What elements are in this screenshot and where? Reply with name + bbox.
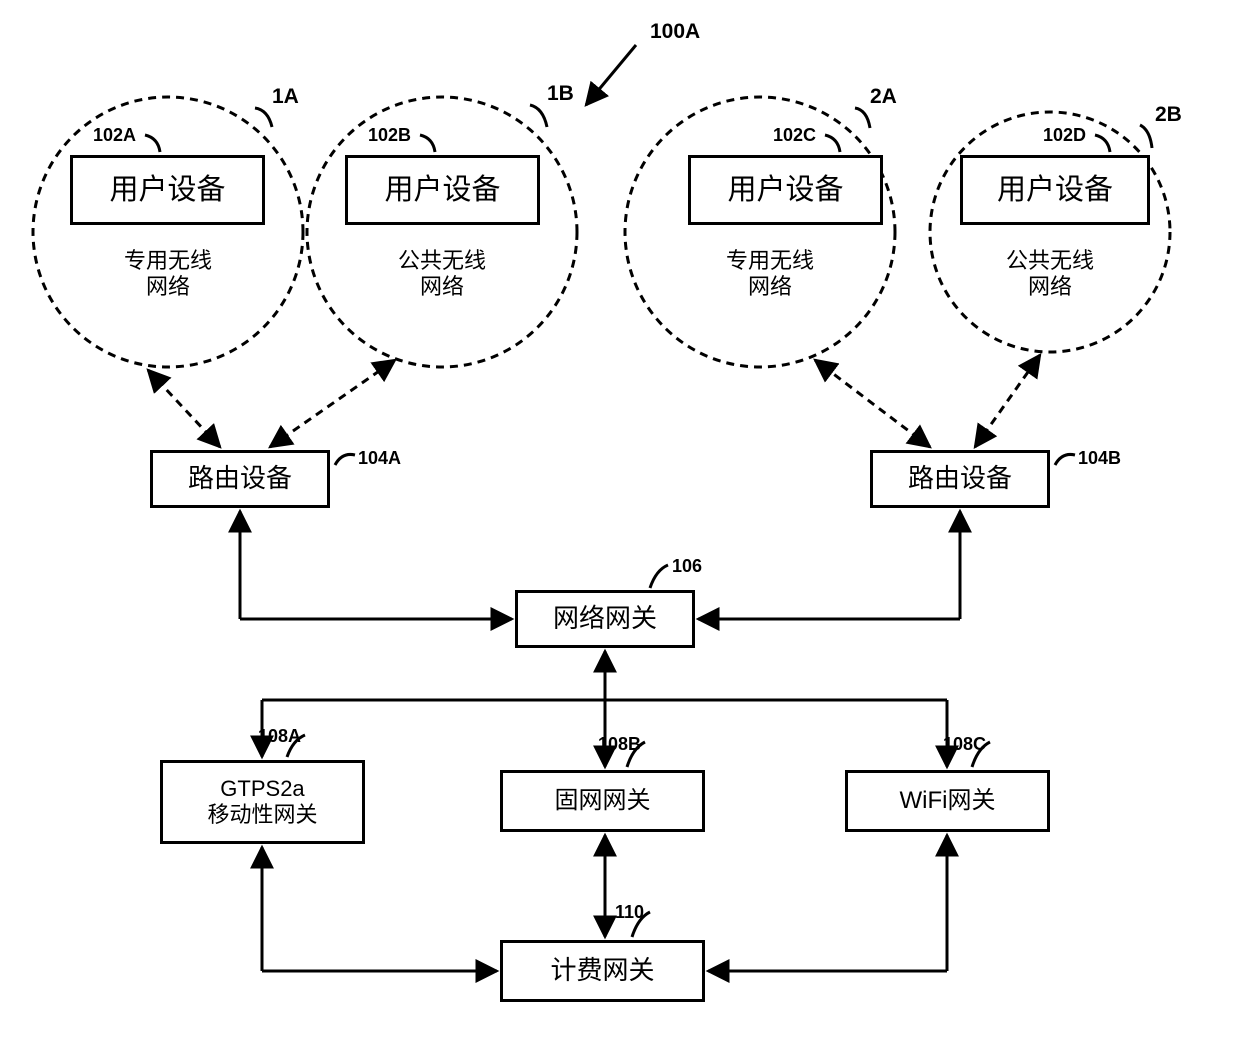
refnum-ueb: 102B (368, 125, 411, 146)
flag-rb (1055, 454, 1075, 465)
edge-routerA-c1a (148, 370, 220, 447)
flag-ued (1095, 135, 1110, 152)
refnum-system: 100A (650, 20, 700, 44)
charging-gw-box: 计费网关 (500, 940, 705, 1002)
sub-gw-b: 固网网关 (500, 770, 705, 832)
diagram-root: 100A 1A 1B 2A 2B 用户设备 用户设备 用户设备 用户设备 102… (0, 0, 1240, 1055)
router-label-a: 路由设备 (188, 463, 292, 494)
refnum-uec: 102C (773, 125, 816, 146)
sub-gw-c: WiFi网关 (845, 770, 1050, 832)
sub-gw-a-l1: GTPS2a (220, 776, 304, 801)
flag-c1a (255, 108, 272, 127)
refnum-c2a: 2A (870, 85, 897, 109)
refnum-c1a: 1A (272, 85, 299, 109)
flag-c1b (530, 105, 547, 127)
refnum-ga: 108A (258, 726, 301, 747)
refnum-ng: 106 (672, 556, 702, 577)
sub-gw-a: GTPS2a 移动性网关 (160, 760, 365, 844)
flag-c2b (1140, 125, 1152, 148)
ue-box-b: 用户设备 (345, 155, 540, 225)
edge-routerB-c2b (975, 355, 1040, 447)
refnum-cg: 110 (615, 902, 644, 923)
circle-2a (625, 97, 895, 367)
ue-label-a: 用户设备 (109, 173, 225, 208)
refnum-c1b: 1B (547, 82, 574, 106)
netlabel-c: 专用无线 网络 (712, 248, 828, 301)
netlabel-d: 公共无线 网络 (992, 248, 1108, 301)
flag-ra (335, 454, 355, 465)
refnum-c2b: 2B (1155, 103, 1182, 127)
circle-1a (33, 97, 303, 367)
net-gateway-box: 网络网关 (515, 590, 695, 648)
netlabel-a: 专用无线 网络 (110, 248, 226, 301)
ue-label-b: 用户设备 (384, 173, 500, 208)
refnum-gc: 108C (943, 734, 986, 755)
netlabel-b-l1: 公共无线 (398, 248, 486, 273)
refnum-ued: 102D (1043, 125, 1086, 146)
edge-routerA-c1b (270, 360, 395, 447)
flag-ueb (420, 135, 435, 152)
router-label-b: 路由设备 (908, 463, 1012, 494)
charging-gw-label: 计费网关 (550, 955, 654, 986)
circle-2b (930, 112, 1170, 352)
sub-gw-b-label: 固网网关 (555, 787, 651, 816)
flag-c2a (855, 108, 870, 128)
system-ref-arrow (586, 45, 636, 105)
netlabel-d-l2: 网络 (1028, 274, 1072, 299)
ue-box-c: 用户设备 (688, 155, 883, 225)
refnum-uea: 102A (93, 125, 136, 146)
ue-box-d: 用户设备 (960, 155, 1150, 225)
ue-label-d: 用户设备 (997, 173, 1113, 208)
ue-box-a: 用户设备 (70, 155, 265, 225)
refnum-gb: 108B (598, 734, 641, 755)
netlabel-a-l1: 专用无线 (124, 248, 212, 273)
netlabel-a-l2: 网络 (146, 274, 190, 299)
router-box-b: 路由设备 (870, 450, 1050, 508)
netlabel-d-l1: 公共无线 (1006, 248, 1094, 273)
net-gateway-label: 网络网关 (553, 603, 657, 634)
refnum-rb: 104B (1078, 448, 1121, 469)
sub-gw-a-l2: 移动性网关 (207, 802, 317, 827)
circle-1b (307, 97, 577, 367)
netlabel-c-l2: 网络 (748, 274, 792, 299)
refnum-ra: 104A (358, 448, 401, 469)
flag-ng (650, 565, 668, 588)
netlabel-b-l2: 网络 (420, 274, 464, 299)
sub-gw-c-label: WiFi网关 (900, 787, 996, 816)
ue-label-c: 用户设备 (727, 173, 843, 208)
flag-uec (825, 135, 840, 152)
netlabel-b: 公共无线 网络 (384, 248, 500, 301)
router-box-a: 路由设备 (150, 450, 330, 508)
flag-uea (145, 135, 160, 152)
netlabel-c-l1: 专用无线 (726, 248, 814, 273)
edge-routerB-c2a (815, 360, 930, 447)
